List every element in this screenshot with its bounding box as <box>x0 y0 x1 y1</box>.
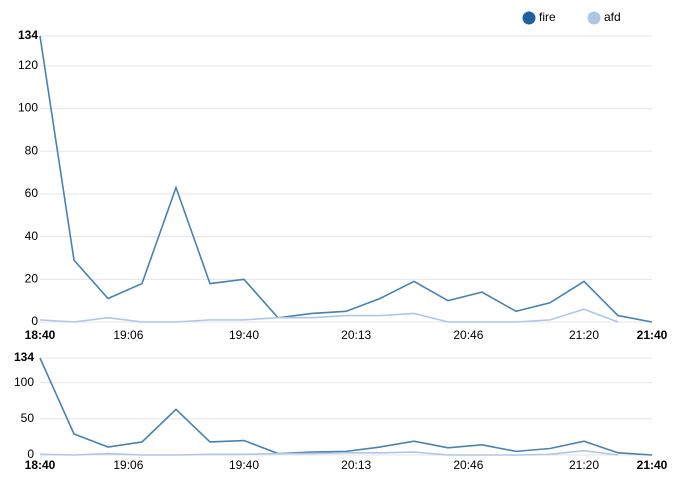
legend-label[interactable]: afd <box>604 10 621 24</box>
legend-swatch[interactable] <box>587 11 601 25</box>
y-tick-label: 20 <box>25 271 39 285</box>
x-tick-label: 20:13 <box>341 458 371 472</box>
x-tick-label: 20:46 <box>453 328 483 342</box>
x-tick-label: 19:06 <box>113 328 143 342</box>
x-tick-label: 18:40 <box>25 458 56 472</box>
y-tick-label: 0 <box>31 314 38 328</box>
y-tick-label: 120 <box>18 58 38 72</box>
x-tick-label: 20:13 <box>341 328 371 342</box>
y-tick-label: 100 <box>18 101 38 115</box>
series-line <box>39 449 619 456</box>
legend-label[interactable]: fire <box>539 10 556 24</box>
y-tick-label: 50 <box>21 411 35 425</box>
x-tick-label: 19:40 <box>229 458 259 472</box>
y-tick-label: 40 <box>25 229 39 243</box>
legend-swatch[interactable] <box>522 11 536 25</box>
y-tick-label: 0 <box>27 447 34 461</box>
series-line <box>39 357 653 456</box>
y-tick-label: 60 <box>25 186 39 200</box>
x-tick-label: 19:40 <box>229 328 259 342</box>
x-tick-label: 20:46 <box>453 458 483 472</box>
x-tick-label: 21:40 <box>637 328 668 342</box>
y-tick-label: 80 <box>25 143 39 157</box>
x-tick-label: 18:40 <box>25 328 56 342</box>
x-tick-label: 21:40 <box>637 458 668 472</box>
y-tick-label: 134 <box>14 350 34 364</box>
series-line <box>39 308 619 323</box>
y-tick-label: 100 <box>14 375 34 389</box>
x-tick-label: 21:20 <box>569 458 599 472</box>
x-tick-label: 21:20 <box>569 328 599 342</box>
series-line <box>39 35 653 323</box>
x-tick-label: 19:06 <box>113 458 143 472</box>
y-tick-label: 134 <box>18 28 38 42</box>
